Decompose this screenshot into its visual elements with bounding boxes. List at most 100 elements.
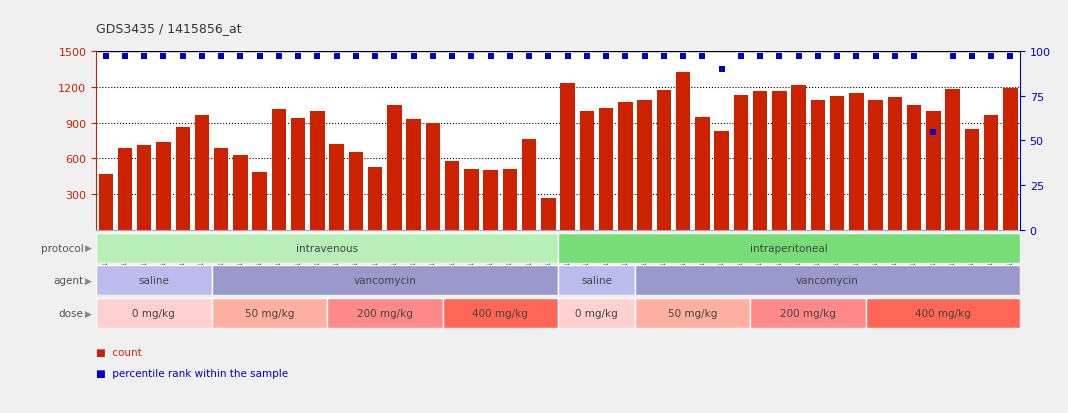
Point: [925, 129, 942, 135]
Point: [289, 54, 307, 60]
Bar: [503, 170, 517, 231]
Bar: [772, 92, 786, 231]
Point: [347, 54, 364, 60]
Point: [1002, 54, 1019, 60]
Point: [771, 54, 788, 60]
Point: [560, 54, 577, 60]
Point: [520, 54, 537, 60]
Bar: [211, 266, 557, 296]
Bar: [638, 100, 651, 231]
Point: [539, 54, 556, 60]
Bar: [714, 132, 728, 231]
Text: ▶: ▶: [85, 276, 92, 285]
Point: [829, 54, 846, 60]
Bar: [96, 298, 211, 328]
Point: [462, 54, 480, 60]
Point: [598, 54, 615, 60]
Point: [174, 54, 191, 60]
Bar: [211, 298, 327, 328]
Bar: [811, 100, 826, 231]
Bar: [137, 146, 152, 231]
Bar: [117, 148, 132, 231]
Text: agent: agent: [53, 276, 83, 286]
Text: dose: dose: [59, 309, 83, 318]
Bar: [407, 120, 421, 231]
Text: ▶: ▶: [85, 244, 92, 253]
Bar: [96, 233, 557, 263]
Bar: [484, 171, 498, 231]
Point: [424, 54, 441, 60]
Text: vancomycin: vancomycin: [796, 276, 859, 286]
Point: [617, 54, 634, 60]
Text: 400 mg/kg: 400 mg/kg: [915, 309, 971, 318]
Bar: [599, 109, 613, 231]
Point: [232, 54, 249, 60]
Point: [790, 54, 807, 60]
Bar: [175, 128, 190, 231]
Point: [675, 54, 692, 60]
Point: [867, 54, 884, 60]
Bar: [830, 97, 845, 231]
Text: ■  count: ■ count: [96, 347, 142, 357]
Text: 50 mg/kg: 50 mg/kg: [669, 309, 718, 318]
Bar: [98, 175, 113, 231]
Bar: [290, 119, 305, 231]
Text: 200 mg/kg: 200 mg/kg: [781, 309, 836, 318]
Point: [251, 54, 268, 60]
Bar: [156, 142, 171, 231]
Point: [694, 54, 711, 60]
Point: [482, 54, 499, 60]
Bar: [561, 84, 575, 231]
Bar: [907, 105, 922, 231]
Text: 50 mg/kg: 50 mg/kg: [245, 309, 294, 318]
Point: [116, 54, 134, 60]
Bar: [194, 116, 209, 231]
Text: protocol: protocol: [41, 243, 83, 253]
Bar: [618, 103, 632, 231]
Text: ▶: ▶: [85, 309, 92, 318]
Bar: [866, 298, 1020, 328]
Bar: [349, 153, 363, 231]
Bar: [849, 93, 864, 231]
Bar: [657, 91, 671, 231]
Bar: [580, 112, 594, 231]
Point: [810, 54, 827, 60]
Bar: [465, 170, 478, 231]
Bar: [984, 116, 999, 231]
Bar: [271, 110, 286, 231]
Bar: [945, 90, 960, 231]
Bar: [888, 98, 902, 231]
Point: [213, 54, 230, 60]
Point: [386, 54, 403, 60]
Point: [97, 54, 114, 60]
Point: [656, 54, 673, 60]
Bar: [214, 148, 229, 231]
Point: [366, 54, 383, 60]
Bar: [442, 298, 557, 328]
Point: [733, 54, 750, 60]
Bar: [868, 100, 883, 231]
Text: 400 mg/kg: 400 mg/kg: [472, 309, 529, 318]
Point: [752, 54, 769, 60]
Bar: [522, 140, 536, 231]
Bar: [926, 112, 941, 231]
Bar: [368, 167, 382, 231]
Bar: [557, 266, 635, 296]
Point: [944, 54, 961, 60]
Point: [136, 54, 153, 60]
Bar: [541, 198, 555, 231]
Bar: [635, 266, 1020, 296]
Point: [193, 54, 210, 60]
Point: [886, 54, 904, 60]
Bar: [791, 86, 806, 231]
Point: [443, 54, 460, 60]
Bar: [96, 266, 211, 296]
Bar: [445, 161, 459, 231]
Bar: [676, 73, 690, 231]
Text: 0 mg/kg: 0 mg/kg: [576, 309, 618, 318]
Bar: [964, 129, 979, 231]
Point: [155, 54, 172, 60]
Point: [328, 54, 345, 60]
Text: 0 mg/kg: 0 mg/kg: [132, 309, 175, 318]
Text: intravenous: intravenous: [296, 243, 358, 253]
